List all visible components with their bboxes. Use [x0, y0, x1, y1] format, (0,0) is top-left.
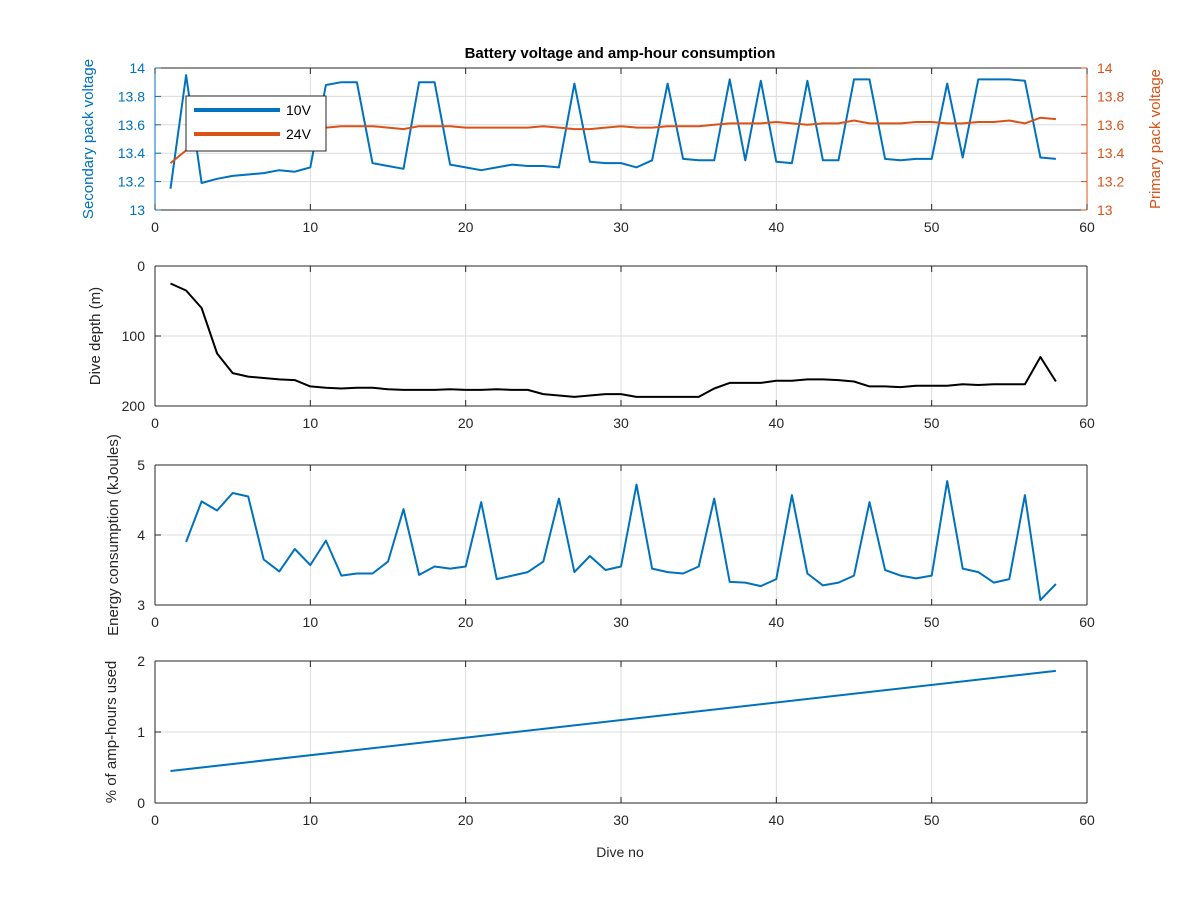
panel-2: 0 10 20 30 40 50 60 0 100 200 Dive depth (m): [87, 258, 1095, 431]
x-tick-label: 0: [151, 812, 159, 828]
y-tick-label-right: 13.8: [1097, 88, 1124, 104]
y-tick-label: 4: [137, 527, 145, 543]
x-tick-label: 60: [1079, 219, 1095, 235]
x-tick-label: 60: [1079, 614, 1095, 630]
series-line: [170, 669, 1057, 772]
y-tick-label-right: 13.2: [1097, 174, 1124, 190]
y-tick-label: 0: [137, 258, 145, 274]
y-tick-label-right: 13.4: [1097, 145, 1124, 161]
series-line: [185, 480, 1057, 602]
x-tick-label: 30: [613, 219, 629, 235]
x-tick-label: 40: [769, 415, 785, 431]
x-tick-label: 0: [151, 415, 159, 431]
grid-lines: [155, 465, 1087, 605]
grid-lines: [155, 266, 1087, 406]
x-tick-label: 30: [613, 614, 629, 630]
x-tick-label: 10: [303, 219, 319, 235]
y-axis-label: Dive depth (m): [87, 287, 104, 385]
y-tick-label: 13.8: [118, 88, 145, 104]
y-tick-label: 13.2: [118, 174, 145, 190]
legend: 10V 24V: [185, 95, 327, 152]
series-line: [170, 282, 1057, 398]
x-tick-label: 40: [769, 812, 785, 828]
x-tick-label: 0: [151, 614, 159, 630]
y-tick-label: 200: [122, 398, 146, 414]
figure-title: Battery voltage and amp-hour consumption: [465, 45, 776, 62]
y-axis-label: % of amp-hours used: [103, 661, 120, 804]
y-tick-label: 13.4: [118, 145, 145, 161]
y-tick-label: 13: [129, 202, 145, 218]
x-axis-label: Dive no: [596, 844, 644, 860]
y-tick-label: 13.6: [118, 117, 145, 133]
plot-panels: 0 10 20 30 40 50 601313.213.413.613.8141313.21…: [80, 59, 1164, 828]
y-tick-label: 2: [137, 653, 145, 669]
x-tick-label: 20: [458, 614, 474, 630]
y-tick-label: 5: [137, 457, 145, 473]
y-axis-label-right: Primary pack voltage: [1147, 69, 1164, 209]
legend-label-24v: 24V: [286, 126, 312, 142]
x-tick-label: 40: [769, 614, 785, 630]
x-tick-label: 50: [924, 219, 940, 235]
legend-label-10v: 10V: [286, 102, 312, 118]
y-tick-label-right: 13.6: [1097, 117, 1124, 133]
y-tick-label-right: 13: [1097, 202, 1113, 218]
y-axis-label: Energy consumption (kJoules): [105, 434, 122, 636]
panel-1: 0 10 20 30 40 50 601313.213.413.613.8141313.21…: [80, 59, 1164, 235]
x-tick-label: 0: [151, 219, 159, 235]
x-tick-label: 50: [924, 415, 940, 431]
panel-3: 0 10 20 30 40 50 60 3 4 5 Energy consumption (kJou…: [105, 434, 1095, 636]
legend-box: [185, 95, 327, 152]
x-tick-label: 20: [458, 812, 474, 828]
y-tick-label: 100: [122, 328, 146, 344]
panel-4: 0 10 20 30 40 50 60 0 1 2 % of amp-hours used: [103, 653, 1095, 828]
x-tick-label: 50: [924, 812, 940, 828]
x-tick-label: 10: [303, 614, 319, 630]
y-tick-label: 0: [137, 795, 145, 811]
x-tick-label: 50: [924, 614, 940, 630]
x-tick-label: 40: [769, 219, 785, 235]
x-tick-label: 20: [458, 415, 474, 431]
y-tick-label: 14: [129, 60, 145, 76]
x-tick-label: 20: [458, 219, 474, 235]
y-tick-label: 1: [137, 724, 145, 740]
x-tick-label: 10: [303, 812, 319, 828]
x-tick-label: 30: [613, 812, 629, 828]
x-tick-label: 10: [303, 415, 319, 431]
y-axis-label: Secondary pack voltage: [80, 59, 97, 219]
y-tick-label-right: 14: [1097, 60, 1113, 76]
x-tick-label: 60: [1079, 812, 1095, 828]
y-tick-label: 3: [137, 597, 145, 613]
x-tick-label: 60: [1079, 415, 1095, 431]
x-tick-label: 30: [613, 415, 629, 431]
